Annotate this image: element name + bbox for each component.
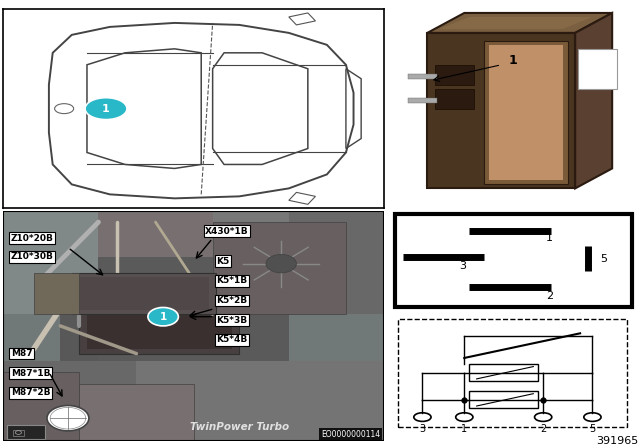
Bar	[72, 273, 216, 314]
Bar	[79, 280, 239, 353]
Text: EO0000000114: EO0000000114	[321, 430, 380, 439]
Text: K5: K5	[216, 257, 230, 266]
Bar	[398, 319, 627, 427]
Bar	[79, 383, 194, 441]
Text: K5*3B: K5*3B	[216, 316, 248, 325]
Bar	[212, 222, 346, 314]
Bar	[212, 211, 384, 314]
Text: M87*2B: M87*2B	[11, 388, 51, 397]
Bar	[484, 41, 568, 185]
Text: TwinPower Turbo: TwinPower Turbo	[189, 422, 289, 432]
Bar	[3, 211, 384, 314]
Text: 1: 1	[102, 103, 110, 114]
Text: 5: 5	[600, 254, 607, 264]
Polygon shape	[575, 13, 612, 188]
Bar	[3, 361, 136, 441]
Circle shape	[47, 405, 89, 431]
Text: X430*1B: X430*1B	[205, 227, 249, 236]
Text: 1: 1	[509, 54, 517, 67]
Bar	[3, 211, 99, 314]
Bar	[34, 273, 79, 314]
Circle shape	[148, 307, 179, 326]
Text: M87: M87	[11, 349, 33, 358]
Text: 2: 2	[546, 291, 553, 301]
Text: K5*4B: K5*4B	[216, 335, 248, 344]
Circle shape	[85, 98, 127, 120]
Bar	[99, 257, 289, 361]
Bar	[489, 45, 563, 181]
Text: 1: 1	[461, 424, 467, 435]
Polygon shape	[428, 33, 575, 188]
Text: 3: 3	[460, 261, 467, 271]
Text: 1: 1	[546, 233, 552, 243]
Bar	[7, 425, 45, 439]
Bar	[212, 211, 289, 303]
Polygon shape	[428, 13, 612, 33]
Text: K5*1B: K5*1B	[216, 276, 248, 285]
Bar	[136, 361, 384, 441]
Bar	[435, 65, 474, 85]
Bar	[469, 364, 538, 381]
Circle shape	[266, 254, 296, 273]
Bar	[87, 284, 232, 349]
Text: Z10*20B: Z10*20B	[11, 234, 54, 243]
Text: 3: 3	[419, 424, 426, 435]
Text: K5*2B: K5*2B	[216, 296, 248, 305]
Bar	[3, 372, 79, 441]
Text: Z10*30B: Z10*30B	[11, 252, 54, 261]
Bar	[435, 89, 474, 109]
Polygon shape	[440, 17, 593, 29]
Bar	[60, 291, 270, 372]
Bar	[13, 430, 24, 435]
Bar	[3, 314, 384, 441]
Text: 2: 2	[540, 424, 547, 435]
Text: 391965: 391965	[596, 436, 639, 446]
Bar	[408, 98, 437, 103]
Bar	[578, 49, 617, 89]
Bar	[79, 277, 209, 310]
Text: 1: 1	[159, 312, 167, 322]
Text: M87*1B: M87*1B	[11, 369, 51, 378]
Bar	[408, 74, 437, 79]
Text: 5: 5	[589, 424, 596, 435]
Bar	[469, 391, 538, 409]
Bar	[3, 211, 212, 303]
